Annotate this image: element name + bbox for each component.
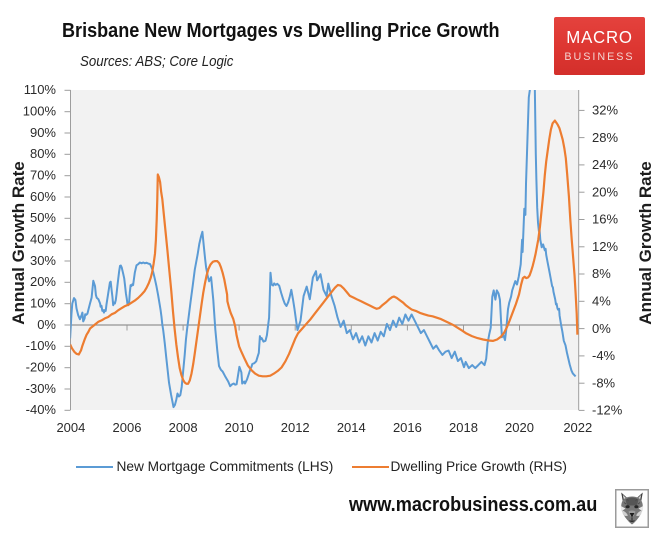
svg-text:2008: 2008: [169, 420, 198, 435]
svg-text:40%: 40%: [30, 232, 56, 247]
svg-text:30%: 30%: [30, 253, 56, 268]
svg-text:32%: 32%: [592, 103, 618, 118]
svg-text:20%: 20%: [30, 274, 56, 289]
svg-text:60%: 60%: [30, 189, 56, 204]
svg-text:16%: 16%: [592, 212, 618, 227]
svg-text:12%: 12%: [592, 239, 618, 254]
svg-text:-20%: -20%: [26, 360, 57, 375]
svg-text:80%: 80%: [30, 146, 56, 161]
svg-text:-40%: -40%: [26, 402, 57, 417]
svg-text:20%: 20%: [592, 184, 618, 199]
svg-text:24%: 24%: [592, 157, 618, 172]
svg-text:-10%: -10%: [26, 338, 57, 353]
svg-text:10%: 10%: [30, 296, 56, 311]
svg-text:2010: 2010: [225, 420, 254, 435]
svg-text:-4%: -4%: [592, 348, 616, 363]
svg-text:110%: 110%: [24, 82, 57, 97]
svg-text:50%: 50%: [30, 210, 56, 225]
svg-text:2006: 2006: [113, 420, 142, 435]
svg-text:2018: 2018: [449, 420, 478, 435]
svg-text:2020: 2020: [505, 420, 534, 435]
svg-text:90%: 90%: [30, 125, 56, 140]
svg-text:2012: 2012: [281, 420, 310, 435]
svg-text:70%: 70%: [30, 168, 56, 183]
svg-text:4%: 4%: [592, 294, 611, 309]
svg-text:28%: 28%: [592, 130, 618, 145]
svg-text:0%: 0%: [37, 317, 56, 332]
svg-text:100%: 100%: [23, 104, 57, 119]
svg-text:2004: 2004: [56, 420, 85, 435]
svg-text:-8%: -8%: [592, 375, 616, 390]
svg-text:-30%: -30%: [26, 381, 57, 396]
svg-text:2022: 2022: [563, 420, 592, 435]
svg-text:2016: 2016: [393, 420, 422, 435]
svg-text:8%: 8%: [592, 266, 611, 281]
svg-text:0%: 0%: [592, 321, 611, 336]
svg-text:-12%: -12%: [592, 403, 623, 418]
svg-text:2014: 2014: [337, 420, 366, 435]
